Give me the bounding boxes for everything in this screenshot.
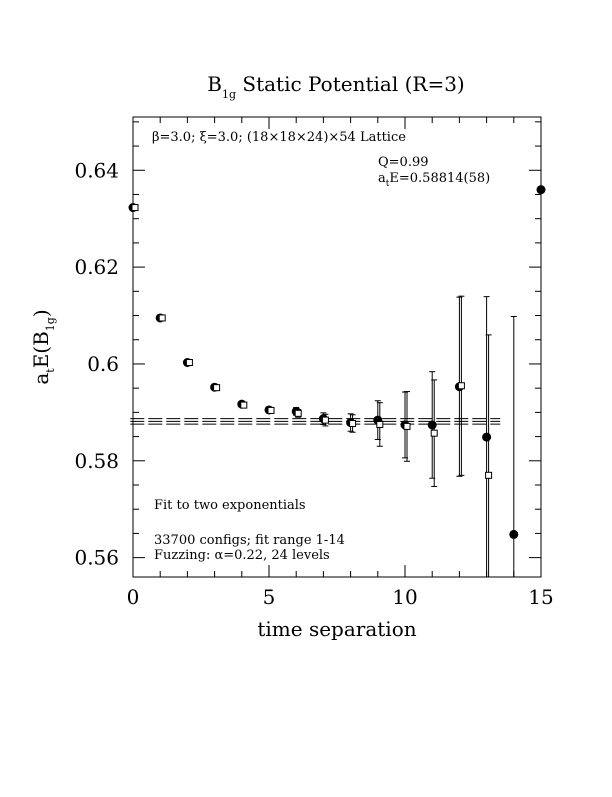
data-point-circle [482, 432, 492, 442]
data-point-circle [427, 420, 437, 430]
x-tick-label: 10 [392, 585, 417, 609]
fuzzing-annotation: Fuzzing: α=0.22, 24 levels [154, 548, 330, 563]
data-point-square [430, 429, 438, 437]
data-point-square [294, 409, 302, 417]
y-tick-label: 0.56 [74, 546, 119, 570]
data-point-circle [509, 529, 519, 539]
data-point-square [485, 471, 493, 479]
x-tick-label: 15 [528, 585, 553, 609]
title-rest: Static Potential (R=3) [236, 72, 465, 96]
fit-annotation: Fit to two exponentials [154, 498, 306, 513]
y-tick-label: 0.58 [74, 449, 119, 473]
x-axis-label: time separation [257, 617, 416, 641]
x-tick-label: 0 [127, 585, 140, 609]
data-point-square [349, 420, 357, 428]
q-annotation: Q=0.99 [378, 155, 429, 170]
chart-marks: 0 5 10 15 0.56 0.58 0.6 0.62 0.64 [74, 116, 554, 609]
data-point-square [267, 406, 275, 414]
data-point-square [240, 401, 248, 409]
y-tick-label: 0.6 [87, 352, 119, 376]
title-subscript: 1g [222, 88, 236, 101]
chart-title: B1g Static Potential (R=3) [207, 72, 464, 101]
data-point-circle [536, 185, 546, 195]
data-point-square [403, 422, 411, 430]
data-point-square [376, 420, 384, 428]
y-tick-label: 0.62 [74, 255, 119, 279]
data-point-square [158, 314, 166, 322]
data-point-square [321, 416, 329, 424]
x-tick-label: 5 [263, 585, 276, 609]
data-point-square [185, 358, 193, 366]
data-point-square [131, 204, 139, 212]
y-axis-label: atE(B1g) [29, 309, 57, 384]
y-tick-label: 0.64 [74, 158, 119, 182]
energy-annotation: atE=0.58814(58) [378, 171, 490, 189]
data-point-square [213, 384, 221, 392]
data-point-square [457, 382, 465, 390]
lattice-annotation: β=3.0; ξ=3.0; (18×18×24)×54 Lattice [152, 130, 406, 145]
configs-annotation: 33700 configs; fit range 1-14 [154, 533, 345, 548]
